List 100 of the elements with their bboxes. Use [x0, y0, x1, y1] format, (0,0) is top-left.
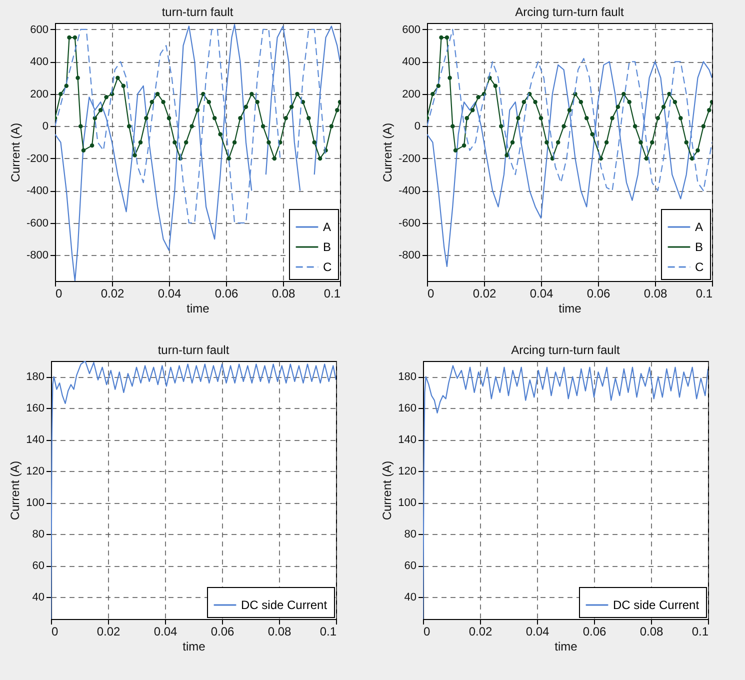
point: [58, 92, 63, 96]
point: [295, 92, 300, 96]
point: [430, 92, 435, 96]
x-tick-label: 0: [424, 624, 430, 638]
point: [444, 35, 450, 40]
y-tick-label: 60: [404, 560, 416, 572]
point: [184, 140, 188, 144]
y-tick-label: 180: [398, 371, 416, 384]
x-tick-label: 0: [52, 624, 58, 638]
y-tick-label: 180: [26, 371, 44, 384]
point: [627, 100, 632, 104]
y-tick-label: -400: [398, 185, 420, 198]
point: [318, 156, 322, 161]
point: [72, 35, 78, 40]
y-tick-label: 0: [42, 120, 48, 133]
point: [67, 35, 72, 40]
point: [584, 116, 589, 120]
y-tick-label: 200: [30, 88, 48, 100]
y-axis-title: Current (A): [380, 122, 394, 182]
point: [544, 140, 549, 144]
y-tick-label: 40: [404, 591, 416, 604]
point: [533, 100, 538, 104]
x-axis-title: time: [182, 640, 206, 654]
x-tick-label: 0.06: [582, 624, 606, 638]
point: [610, 116, 614, 120]
point: [250, 92, 254, 96]
point: [650, 140, 654, 144]
chart-title: turn-turn fault: [162, 5, 234, 19]
point: [155, 92, 160, 96]
y-tick-label: 100: [398, 497, 416, 510]
x-tick-label: 0.08: [272, 286, 296, 300]
point: [64, 84, 69, 88]
point: [190, 124, 194, 128]
point: [678, 116, 683, 120]
y-axis-title: Current (A): [380, 460, 394, 520]
point: [206, 100, 212, 104]
x-tick-label: 0.04: [530, 286, 554, 300]
legend-label: DC side Current: [241, 598, 328, 612]
y-tick-label: -200: [26, 152, 48, 165]
point: [218, 132, 222, 136]
y-tick-label: -200: [398, 152, 420, 165]
point: [453, 148, 458, 153]
x-tick-label: 0.02: [468, 624, 492, 638]
chart-title: turn-turn fault: [158, 343, 230, 357]
point: [578, 100, 584, 104]
x-tick-label: 0.06: [214, 286, 238, 300]
x-axis-title: time: [558, 302, 582, 316]
x-tick-label: 0.1: [320, 624, 337, 638]
point: [312, 140, 316, 144]
point: [195, 108, 200, 112]
point: [498, 124, 504, 128]
x-tick-label: 0: [56, 286, 62, 300]
point: [121, 84, 126, 88]
point: [622, 92, 626, 96]
x-tick-label: 0.08: [268, 624, 292, 638]
line-series: [423, 365, 708, 619]
point: [476, 95, 480, 100]
y-tick-label: 0: [414, 120, 420, 133]
point: [439, 35, 444, 40]
point: [260, 124, 266, 128]
y-tick-label: -600: [398, 217, 420, 230]
point: [656, 116, 660, 120]
x-tick-label: 0.04: [526, 624, 550, 638]
legend-label: DC side Current: [613, 598, 700, 612]
point: [632, 124, 638, 128]
y-tick-label: 400: [30, 56, 48, 68]
y-tick-label: -600: [26, 217, 48, 230]
point: [590, 132, 594, 136]
point: [701, 124, 706, 128]
x-tick-label: 0.04: [158, 286, 182, 300]
legend-label: A: [695, 220, 704, 234]
x-tick-label: 0.02: [100, 286, 124, 300]
legend-label: C: [695, 260, 704, 274]
point: [212, 116, 217, 120]
x-tick-label: 0: [428, 286, 434, 300]
point: [166, 116, 172, 120]
point: [567, 108, 572, 112]
point: [98, 108, 103, 112]
point: [604, 140, 609, 144]
point: [335, 108, 340, 112]
point: [538, 116, 544, 120]
y-tick-label: 140: [398, 434, 416, 446]
point: [522, 100, 526, 104]
y-tick-label: 60: [32, 560, 44, 572]
point: [244, 104, 248, 109]
x-tick-label: 0.1: [696, 286, 713, 300]
y-tick-label: 160: [398, 402, 416, 415]
y-axis-title: Current (A): [8, 122, 22, 182]
y-tick-label: 600: [30, 24, 48, 36]
y-tick-label: -800: [26, 250, 48, 262]
point: [462, 143, 466, 148]
point: [329, 124, 334, 128]
x-tick-label: 0.02: [96, 624, 120, 638]
point: [516, 116, 520, 120]
x-tick-label: 0.08: [644, 286, 668, 300]
point: [76, 76, 80, 80]
point: [289, 104, 294, 109]
point: [255, 100, 260, 104]
y-tick-label: 140: [26, 434, 44, 446]
y-tick-label: 160: [26, 402, 44, 415]
